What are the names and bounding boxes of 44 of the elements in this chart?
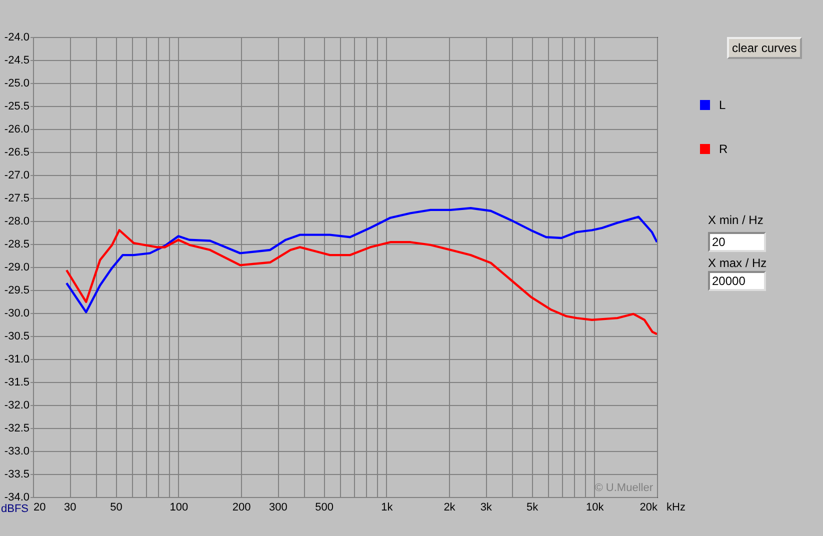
y-tick-label: -25.0 bbox=[4, 78, 30, 90]
x-tick-label: 300 bbox=[268, 502, 288, 514]
x-tick-label: 5k bbox=[526, 502, 539, 514]
y-tick-label: -27.0 bbox=[4, 170, 30, 182]
x-tick-label: 1k bbox=[381, 502, 394, 514]
y-tick-label: -24.5 bbox=[4, 54, 30, 66]
x-tick-label: 2k bbox=[444, 502, 456, 514]
y-tick-label: -25.5 bbox=[4, 100, 30, 112]
y-tick-label: -24.0 bbox=[4, 32, 30, 44]
annotation: © U.Mueller bbox=[594, 482, 654, 494]
x-tick-label: 100 bbox=[170, 502, 188, 514]
y-tick-label: -26.5 bbox=[4, 146, 30, 158]
x-tick-label: 10k bbox=[586, 502, 604, 514]
y-tick-label: -29.0 bbox=[4, 262, 30, 274]
x-tick-label: 50 bbox=[110, 502, 122, 514]
y-tick-label: -29.5 bbox=[4, 284, 30, 296]
text: 20 bbox=[708, 232, 766, 252]
y-tick-label: -30.0 bbox=[4, 308, 30, 320]
y-axis-title: dBFS bbox=[1, 503, 29, 515]
y-tick-label: -30.5 bbox=[4, 330, 30, 342]
y-tick-label: -27.5 bbox=[4, 192, 30, 204]
y-tick-label: -31.5 bbox=[4, 376, 30, 388]
y-tick-label: -32.5 bbox=[4, 422, 30, 434]
x-tick-label: 20k bbox=[640, 502, 658, 514]
x-tick-label: 30 bbox=[64, 502, 76, 514]
legend-label: R bbox=[719, 142, 728, 156]
y-tick-label: -26.0 bbox=[4, 124, 30, 136]
text: 20000 bbox=[708, 271, 766, 291]
x-tick-label: 3k bbox=[480, 502, 492, 514]
y-tick-label: -33.0 bbox=[4, 446, 30, 458]
x-tick-label: 500 bbox=[315, 502, 334, 514]
text: X max / Hz bbox=[708, 256, 767, 270]
x-tick-label: 20 bbox=[34, 502, 46, 514]
legend-label: L bbox=[719, 98, 726, 112]
x-axis-title: kHz bbox=[666, 502, 686, 514]
y-tick-label: -28.5 bbox=[4, 238, 30, 250]
x-tick-label: 200 bbox=[232, 502, 251, 514]
y-tick-label: -34.0 bbox=[4, 492, 30, 504]
text: X min / Hz bbox=[708, 213, 764, 227]
y-tick-label: -33.5 bbox=[4, 468, 30, 480]
text: clear curves bbox=[727, 37, 802, 59]
y-tick-label: -28.0 bbox=[4, 216, 30, 228]
y-tick-label: -32.0 bbox=[4, 400, 30, 412]
y-tick-label: -31.0 bbox=[4, 354, 30, 366]
